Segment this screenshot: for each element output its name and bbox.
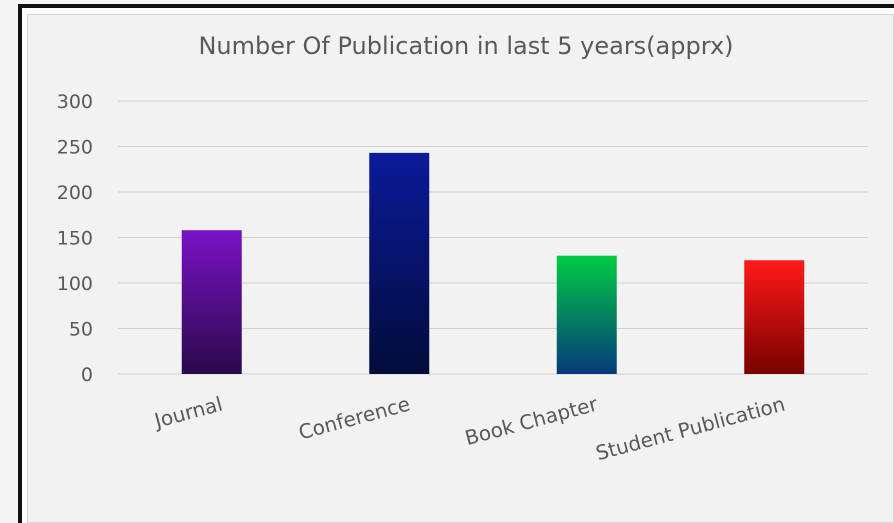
- y-axis-ticks: 0 50 100 150 200 250 300: [57, 91, 93, 386]
- y-tick-label: 50: [69, 319, 93, 341]
- gridlines: [118, 100, 868, 375]
- x-category-label: Journal: [150, 392, 225, 434]
- bar-book-chapter: [556, 255, 617, 374]
- x-category-label: Conference: [296, 392, 413, 445]
- bars: [181, 152, 805, 374]
- y-tick-label: 200: [57, 182, 93, 204]
- x-category-label: Student Publication: [593, 392, 787, 466]
- bar-student-publication: [744, 260, 805, 374]
- x-category-label: Book Chapter: [462, 391, 600, 450]
- y-tick-label: 100: [57, 273, 93, 295]
- bar-journal: [181, 230, 242, 374]
- y-tick-label: 0: [81, 364, 93, 386]
- y-tick-label: 150: [57, 228, 93, 250]
- bar-conference: [369, 152, 430, 374]
- chart-title: Number Of Publication in last 5 years(ap…: [198, 32, 733, 60]
- y-tick-label: 250: [57, 137, 93, 159]
- y-tick-label: 300: [57, 91, 93, 113]
